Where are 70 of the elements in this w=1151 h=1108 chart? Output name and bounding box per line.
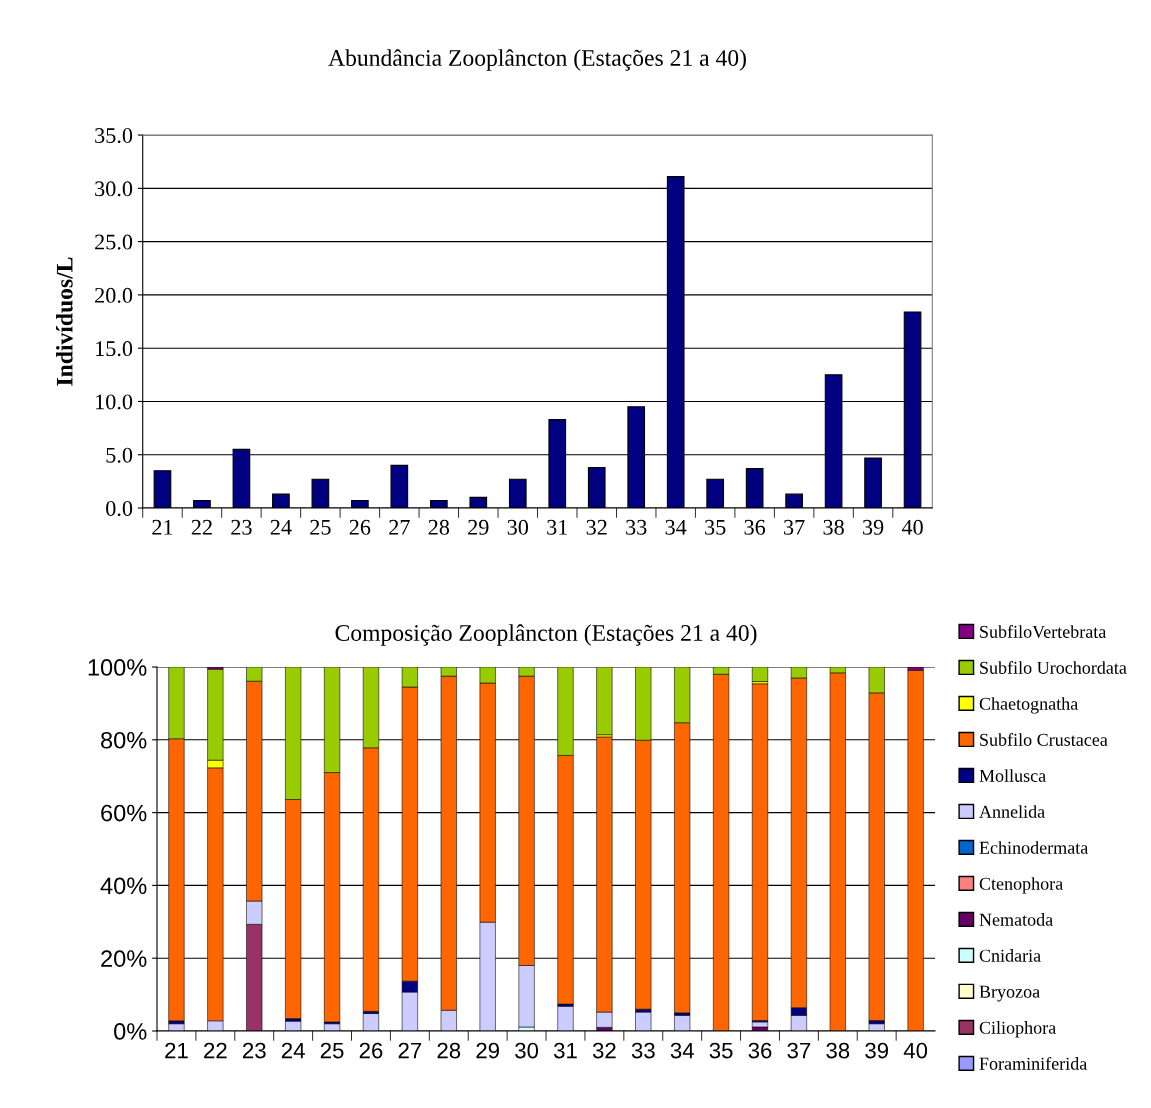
x-tick-label: 36 [744, 519, 766, 535]
y-tick-label: 10.0 [96, 394, 133, 410]
y-tick-label: 20.0 [95, 287, 133, 303]
legend-label: Ciliophora [979, 1021, 1056, 1038]
legend-label: Chaetognatha [979, 697, 1078, 714]
y-tick-label: 40% [100, 877, 147, 895]
y-tick-label: 30.0 [95, 181, 133, 197]
y-tick-label: 80% [101, 731, 147, 749]
x-tick-label: 40 [901, 519, 923, 535]
x-tick-label: 32 [586, 519, 607, 535]
x-tick-label: 33 [631, 1042, 655, 1059]
x-tick-label: 21 [152, 519, 173, 535]
x-tick-label: 37 [784, 519, 805, 535]
x-tick-label: 23 [231, 519, 252, 535]
y-tick-label: 35.0 [95, 128, 133, 144]
x-tick-label: 23 [243, 1042, 266, 1059]
x-tick-label: 39 [863, 519, 884, 535]
chart-title: Composição Zooplâncton (Estações 21 a 40) [335, 624, 757, 646]
x-tick-label: 21 [165, 1042, 188, 1059]
x-tick-label: 34 [670, 1042, 694, 1059]
x-tick-label: 40 [903, 1042, 928, 1059]
legend-label: Annelida [979, 805, 1045, 818]
x-tick-label: 35 [709, 1042, 733, 1059]
x-tick-label: 38 [823, 519, 844, 535]
x-tick-label: 24 [270, 519, 292, 535]
x-tick-label: 37 [787, 1042, 811, 1059]
x-tick-label: 39 [865, 1042, 889, 1059]
y-tick-label: 25.0 [95, 234, 133, 250]
legend-label: Bryozoa [979, 985, 1040, 1002]
legend-label: Subfilo Urochordata [980, 660, 1127, 674]
y-tick-label: 15.0 [96, 341, 133, 357]
x-tick-label: 29 [476, 1042, 499, 1059]
x-tick-label: 29 [468, 519, 489, 535]
x-tick-label: 22 [191, 519, 212, 535]
x-tick-label: 22 [204, 1042, 227, 1059]
x-tick-label: 30 [515, 1042, 539, 1059]
x-tick-label: 26 [349, 519, 371, 535]
x-tick-label: 32 [592, 1042, 616, 1059]
y-tick-label: 60% [101, 804, 147, 822]
x-tick-label: 25 [320, 1042, 344, 1059]
x-tick-label: 33 [626, 519, 647, 535]
legend-label: Nematoda [979, 913, 1053, 926]
x-tick-label: 28 [437, 1042, 461, 1059]
legend-label: Cnidaria [979, 949, 1041, 962]
y-tick-label: 5.0 [106, 447, 133, 463]
legend-label: Ctenophora [979, 877, 1063, 894]
y-axis-title: Indivíduos/L [56, 257, 73, 386]
x-tick-label: 27 [398, 1042, 422, 1059]
y-tick-label: 0.0 [106, 500, 133, 517]
x-tick-label: 34 [665, 519, 687, 535]
x-tick-label: 36 [748, 1042, 772, 1059]
legend-label: Subfilo Crustacea [980, 733, 1108, 746]
legend-label: Mollusca [979, 769, 1046, 782]
legend-label: SubfiloVertebrata [980, 625, 1107, 638]
x-tick-label: 25 [310, 519, 331, 535]
chart-title: Abundância Zooplâncton (Estações 21 a 40) [328, 49, 746, 71]
y-tick-label: 100% [88, 659, 147, 676]
x-tick-label: 31 [547, 519, 568, 535]
legend-label: Foraminiferida [979, 1056, 1088, 1070]
x-tick-label: 35 [705, 519, 726, 535]
x-tick-label: 28 [428, 519, 450, 535]
y-tick-label: 20% [101, 950, 147, 967]
x-tick-label: 24 [281, 1042, 305, 1059]
x-tick-label: 26 [359, 1042, 383, 1059]
legend-label: Echinodermata [979, 841, 1088, 854]
x-tick-label: 38 [826, 1042, 850, 1059]
x-tick-label: 31 [553, 1042, 577, 1059]
x-tick-label: 27 [389, 519, 410, 535]
y-tick-label: 0% [114, 1023, 147, 1040]
x-tick-label: 30 [507, 519, 529, 535]
